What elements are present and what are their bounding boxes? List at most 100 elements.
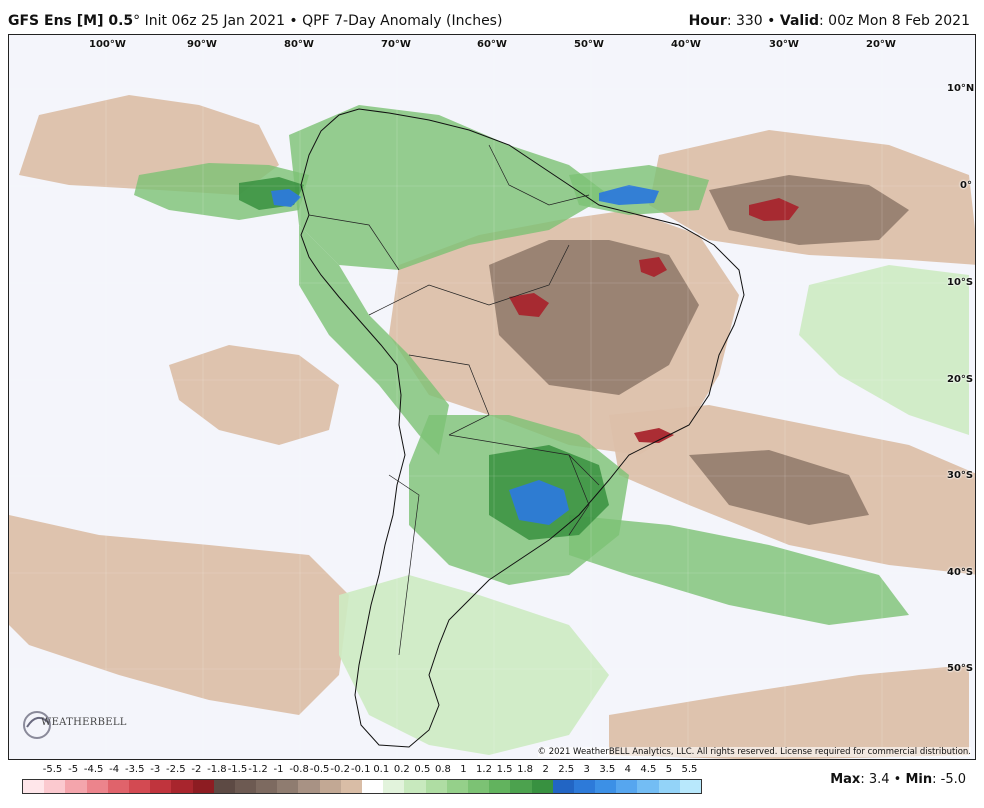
- field-tan-pacific-mid: [169, 345, 339, 445]
- lon-label-20w: 20°W: [866, 39, 896, 50]
- border-peru-brazil: [368, 244, 570, 316]
- field-red-brazil-west: [509, 293, 549, 317]
- min-label: Min: [905, 772, 933, 787]
- field-brown-atlantic-equatorial-core: [709, 175, 909, 245]
- lat-label-40s: 40°S: [947, 567, 974, 578]
- field-red-atlantic-equatorial: [749, 198, 799, 221]
- legend-swatch: [319, 780, 341, 793]
- field-tan-pacific-southern-gyre: [9, 515, 349, 715]
- field-brown-brazil-core: [489, 240, 699, 395]
- legend-tick-label: -0.8: [289, 764, 309, 775]
- legend-tick-labels: -5.5 -5 -4.5 -4 -3.5 -3 -2.5 -2 -1.8 -1.5 -1.2 -1 -0…: [22, 764, 702, 778]
- legend-swatch: [637, 780, 659, 793]
- legend-tick-label: 4: [624, 764, 631, 775]
- legend-swatch: [552, 780, 574, 793]
- legend-swatch: [65, 780, 87, 793]
- header: GFS Ens [M] 0.5° Init 06z 25 Jan 2021 • …: [0, 0, 984, 32]
- max-label: Max: [830, 772, 861, 787]
- field-green-south-atlantic-band: [569, 515, 909, 625]
- legend-tick-label: -0.2: [330, 764, 350, 775]
- field-red-brazil-east: [639, 257, 667, 277]
- legend-tick-label: 1.2: [476, 764, 492, 775]
- legend-tick-label: 1.8: [517, 764, 534, 775]
- legend-swatch: [658, 780, 680, 793]
- legend-swatch: [256, 780, 278, 793]
- legend-swatch: [192, 780, 214, 793]
- hour-value: : 330: [726, 13, 763, 29]
- legend-swatch: [107, 780, 129, 793]
- legend-swatch: [44, 780, 66, 793]
- legend-tick-label: 1: [460, 764, 467, 775]
- field-blue-guianas: [599, 185, 659, 205]
- legend-swatch: [340, 780, 362, 793]
- legend-tick-label: -1: [273, 764, 284, 775]
- legend-swatch: [595, 780, 617, 793]
- max-value: : 3.4: [860, 772, 890, 787]
- legend-tick-label: 0.2: [393, 764, 410, 775]
- field-red-southeast-brazil: [634, 428, 674, 443]
- legend-tick-label: 3: [583, 764, 590, 775]
- title-separator: •: [284, 13, 303, 29]
- legend-tick-label: -1.5: [227, 764, 248, 775]
- max-min-readout: Max: 3.4 • Min: -5.0: [830, 772, 966, 787]
- valid-label: Valid: [779, 13, 820, 29]
- border-venezuela-guianas: [488, 144, 590, 206]
- legend-tick-label: -1.2: [248, 764, 268, 775]
- lat-label-30s: 30°S: [947, 470, 974, 481]
- legend-tick-label: 0.5: [414, 764, 431, 775]
- legend-tick-label: -1.8: [207, 764, 227, 775]
- model-name: GFS Ens [M] 0.5: [8, 13, 134, 29]
- product-name: QPF 7-Day Anomaly (Inches): [302, 13, 503, 29]
- field-blue-pacific-core: [271, 189, 301, 207]
- lon-label-50w: 50°W: [574, 39, 604, 50]
- anomaly-map: [9, 35, 975, 759]
- lat-label-0: 0°: [960, 180, 972, 191]
- lon-label-70w: 70°W: [381, 39, 411, 50]
- legend-swatch: [362, 780, 384, 793]
- graticule: [9, 35, 975, 759]
- anomaly-fields-layer: [9, 95, 975, 759]
- legend-tick-label: 2: [542, 764, 549, 775]
- legend-swatch: [616, 780, 638, 793]
- valid-separator: •: [762, 13, 780, 29]
- border-uruguay: [568, 454, 590, 536]
- legend-swatch: [383, 780, 405, 793]
- legend-tick-label: 1.5: [496, 764, 513, 775]
- legend-swatch: [531, 780, 553, 793]
- lon-label-80w: 80°W: [284, 39, 314, 50]
- legend-swatch: [489, 780, 511, 793]
- legend-swatch: [510, 780, 532, 793]
- legend-swatch: [23, 780, 45, 793]
- init-time: Init 06z 25 Jan 2021: [140, 13, 285, 29]
- legend-tick-label: 0.1: [373, 764, 390, 775]
- legend-swatch: [86, 780, 108, 793]
- legend-tick-label: -4: [109, 764, 120, 775]
- border-chile-argentina: [388, 474, 420, 656]
- legend-swatch: [679, 780, 701, 793]
- legend-tick-label: 2.5: [558, 764, 575, 775]
- copyright-notice: © 2021 WeatherBELL Analytics, LLC. All r…: [537, 747, 971, 757]
- legend-tick-label: 3.5: [599, 764, 616, 775]
- legend-tick-label: 4.5: [640, 764, 657, 775]
- lon-label-90w: 90°W: [187, 39, 217, 50]
- legend-swatch: [150, 780, 172, 793]
- field-green-amazon-north: [289, 105, 609, 270]
- map-title: GFS Ens [M] 0.5° Init 06z 25 Jan 2021 • …: [8, 13, 502, 29]
- legend-tick-label: 0.8: [434, 764, 451, 775]
- map-panel: 100°W 90°W 80°W 70°W 60°W 50°W 40°W 30°W…: [8, 34, 976, 760]
- legend-swatch: [298, 780, 320, 793]
- valid-value: : 00z Mon 8 Feb 2021: [819, 13, 970, 29]
- border-paraguay: [448, 434, 600, 486]
- legend-tick-label: -5: [68, 764, 79, 775]
- legend-tick-label: 5.5: [681, 764, 698, 775]
- lon-label-100w: 100°W: [89, 39, 126, 50]
- lon-label-60w: 60°W: [477, 39, 507, 50]
- legend-swatch: [425, 780, 447, 793]
- legend-tick-label: -3: [150, 764, 161, 775]
- legend-tick-label: -2.5: [166, 764, 186, 775]
- south-america-coastline: [300, 108, 745, 748]
- legend-tick-label: -0.5: [309, 764, 330, 775]
- weatherbell-logo: WEATHERBELL: [23, 705, 126, 745]
- valid-time-block: Hour: 330 • Valid: 00z Mon 8 Feb 2021: [689, 13, 970, 29]
- degree-mark: °: [133, 13, 141, 29]
